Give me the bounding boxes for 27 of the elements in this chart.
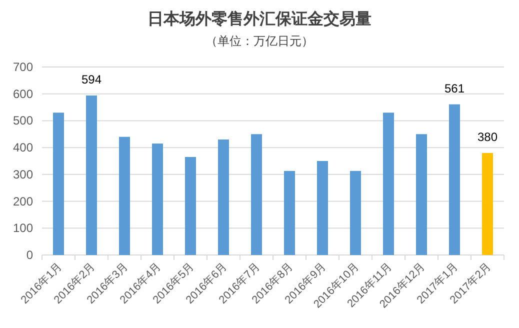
bar <box>53 112 64 255</box>
bar <box>449 104 460 255</box>
bar <box>416 134 427 255</box>
bar <box>383 112 394 255</box>
bar <box>284 170 295 255</box>
y-tick-label: 200 <box>12 194 34 208</box>
y-tick-label: 0 <box>26 248 34 262</box>
data-label: 561 <box>444 81 465 96</box>
bar <box>152 144 163 255</box>
bar <box>119 136 130 255</box>
chart-title: 日本场外零售外汇保证金交易量 <box>148 9 372 28</box>
data-label: 380 <box>477 130 498 144</box>
y-tick-label: 600 <box>12 86 34 101</box>
y-tick-label: 700 <box>12 60 34 74</box>
bar <box>482 152 493 255</box>
bar <box>218 140 229 255</box>
bar <box>86 95 97 255</box>
bar <box>185 156 196 255</box>
y-tick-label: 100 <box>12 221 34 236</box>
y-tick-label: 300 <box>12 167 34 182</box>
bar <box>350 170 361 255</box>
y-tick-label: 500 <box>12 114 34 128</box>
data-label: 594 <box>81 72 102 86</box>
bar <box>251 134 262 255</box>
bar <box>317 161 328 255</box>
chart-subtitle: （单位：万亿日元） <box>206 34 314 48</box>
y-tick-label: 400 <box>12 140 34 155</box>
